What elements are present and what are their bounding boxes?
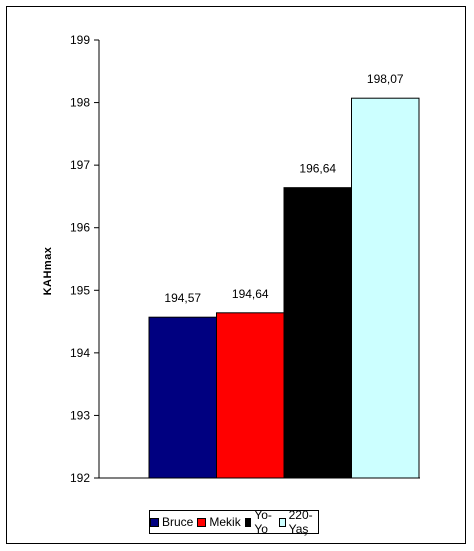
bar (283, 187, 352, 479)
bar-value-label: 194,64 (232, 287, 269, 301)
y-tick-label: 198 (70, 96, 90, 110)
y-tick-label: 197 (70, 158, 90, 172)
y-tick-label: 196 (70, 221, 90, 235)
legend-item-220-yas: 220-Yaş (278, 508, 318, 536)
legend-item-yoyo: Yo-Yo (244, 508, 275, 536)
legend-swatch-bruce (150, 517, 159, 527)
legend-label-220-yas: 220-Yaş (288, 508, 313, 536)
legend-swatch-yoyo (244, 517, 252, 527)
y-tick-label: 194 (70, 346, 90, 360)
legend-item-mekik: Mekik (197, 515, 241, 529)
bar-value-label: 198,07 (367, 72, 404, 86)
legend-label-mekik: Mekik (209, 515, 241, 529)
legend-item-bruce: Bruce (150, 515, 193, 529)
y-axis-title: KAHmax (42, 246, 54, 295)
bar-value-label: 196,64 (299, 162, 336, 176)
bar (216, 312, 285, 479)
y-tick-label: 192 (70, 471, 90, 485)
bar-value-label: 194,57 (164, 291, 201, 305)
y-tick-label: 195 (70, 283, 90, 297)
chart-legend: Bruce Mekik Yo-Yo 220-Yaş (149, 508, 319, 536)
bar (351, 97, 420, 479)
legend-swatch-220-yas (278, 517, 286, 527)
bar (148, 316, 217, 479)
legend-label-yoyo: Yo-Yo (254, 508, 272, 536)
y-tick-label: 193 (70, 408, 90, 422)
legend-label-bruce: Bruce (162, 515, 194, 529)
y-tick-label: 199 (70, 33, 90, 47)
legend-swatch-mekik (197, 517, 207, 527)
